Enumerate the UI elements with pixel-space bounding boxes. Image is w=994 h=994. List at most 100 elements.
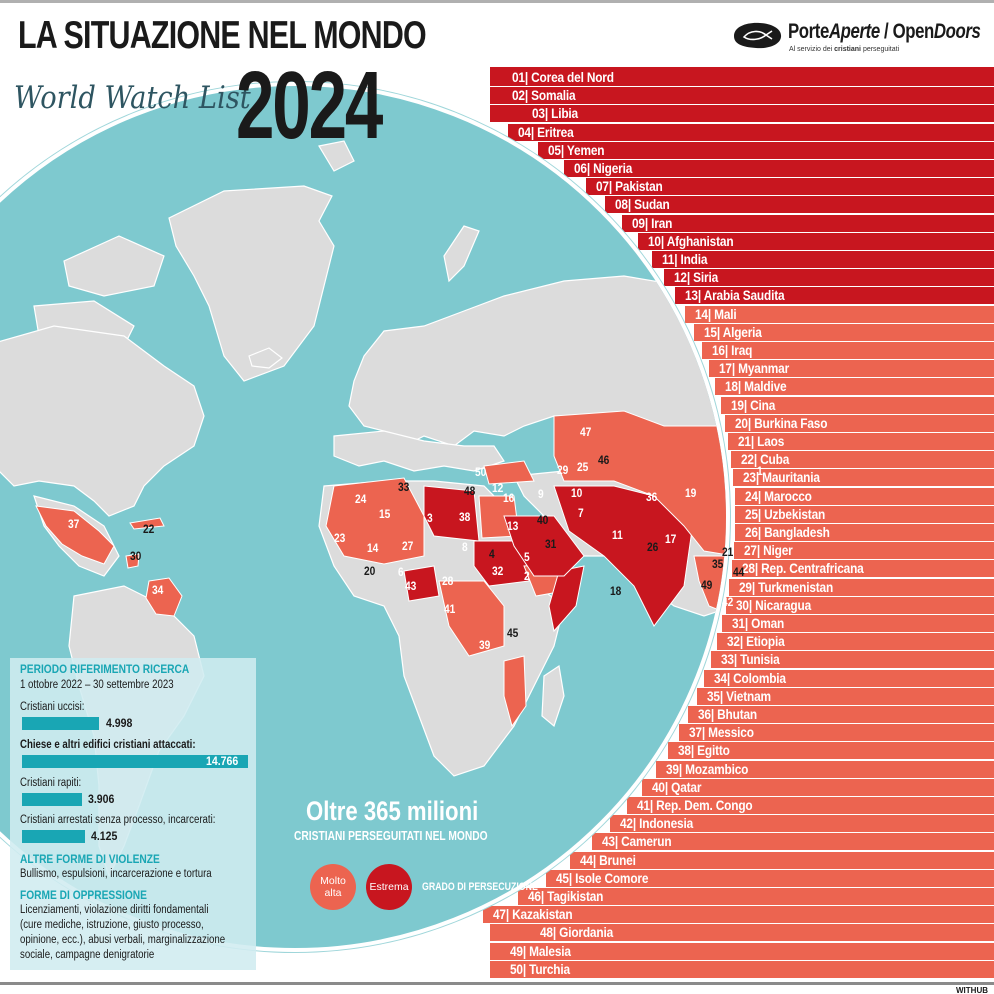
rank-bar xyxy=(622,214,994,232)
map-rank-label: 41 xyxy=(444,602,456,616)
rank-item: 40| Qatar xyxy=(652,779,702,795)
rank-item: 03| Libia xyxy=(532,106,578,122)
rank-item: 14| Mali xyxy=(695,306,737,322)
rank-item: 26| Bangladesh xyxy=(744,525,830,540)
rank-item: 09| Iran xyxy=(632,215,673,231)
rank-bar xyxy=(508,123,994,141)
rank-item: 24| Marocco xyxy=(744,488,812,504)
map-rank-label: 7 xyxy=(578,506,584,520)
map-rank-label: 40 xyxy=(537,513,549,527)
rank-item: 15| Algeria xyxy=(704,324,763,340)
rank-bar xyxy=(731,451,994,469)
map-rank-label: 20 xyxy=(364,564,376,578)
other-violence-heading: ALTRE FORME DI VIOLENZE xyxy=(20,852,160,866)
rank-item: 07| Pakistan xyxy=(595,179,663,195)
map-rank-label: 22 xyxy=(143,522,155,536)
map-rank-label: 5 xyxy=(524,550,530,564)
rank-item: 16| Iraq xyxy=(712,343,753,358)
rank-item: 08| Sudan xyxy=(615,197,670,213)
rank-item: 46| Tagikistan xyxy=(527,889,603,904)
map-rank-label: 50 xyxy=(475,465,487,479)
rank-item: 33| Tunisia xyxy=(721,652,780,668)
map-rank-label: 13 xyxy=(507,519,519,533)
header-red-rule xyxy=(490,67,994,69)
map-rank-label: 18 xyxy=(610,584,622,598)
map-rank-label: 43 xyxy=(405,579,417,593)
map-rank-label: 11 xyxy=(612,528,623,542)
rank-bar xyxy=(733,469,994,487)
rank-item: 10| Afghanistan xyxy=(647,233,734,249)
rank-bar xyxy=(591,833,994,851)
rank-bar xyxy=(724,414,994,432)
map-rank-label: 15 xyxy=(379,507,391,521)
rank-bar xyxy=(734,524,994,541)
stats-panel: PERIODO RIFERIMENTO RICERCA 1 ottobre 20… xyxy=(10,658,256,970)
map-rank-label: 21 xyxy=(722,545,734,559)
stat-bar-kidnapped xyxy=(22,793,82,806)
stat-bar-killed xyxy=(22,717,99,730)
period-value: 1 ottobre 2022 – 30 settembre 2023 xyxy=(20,679,174,691)
stat-value-killed: 4.998 xyxy=(106,716,133,730)
rank-bar xyxy=(694,323,994,341)
rank-bar xyxy=(667,742,994,760)
map-rank-label: 37 xyxy=(68,517,80,531)
oppression-line: (cure mediche, istruzione, giusto proces… xyxy=(20,919,204,931)
rank-bar xyxy=(651,251,994,268)
map-rank-label: 16 xyxy=(503,491,515,505)
map-rank-label: 32 xyxy=(492,564,504,578)
oppression-heading: FORME DI OPPRESSIONE xyxy=(20,888,147,902)
rank-bar xyxy=(490,87,994,105)
rank-bar xyxy=(702,342,994,359)
map-rank-label: 30 xyxy=(130,549,142,563)
map-rank-label: 1 xyxy=(757,464,763,478)
rank-bar xyxy=(655,760,994,778)
rank-item: 25| Uzbekistan xyxy=(744,506,826,522)
stat-bar-churches xyxy=(22,755,248,768)
page-title: LA SITUAZIONE NEL MONDO xyxy=(18,14,427,57)
rank-bar xyxy=(610,815,994,833)
map-rank-label: 36 xyxy=(646,490,658,504)
rank-item: 37| Messico xyxy=(688,725,754,741)
map-rank-label: 4 xyxy=(489,547,495,561)
oppression-line: Licenziamenti, violazione diritti fondam… xyxy=(20,904,209,916)
map-rank-label: 45 xyxy=(507,626,519,640)
map-rank-label: 48 xyxy=(464,484,476,498)
rank-bar xyxy=(642,778,994,796)
rank-bar xyxy=(490,105,994,123)
rank-bar xyxy=(704,669,994,687)
rank-item: 48| Giordania xyxy=(540,925,614,941)
rank-item: 39| Mozambico xyxy=(665,761,748,777)
map-rank-label: 10 xyxy=(571,486,583,500)
rank-item: 45| Isole Comore xyxy=(556,870,649,886)
rank-item: 42| Indonesia xyxy=(620,816,694,832)
map-rank-label: 2 xyxy=(524,569,530,583)
map-rank-label: 44 xyxy=(733,565,745,579)
rank-item: 04| Eritrea xyxy=(518,124,574,140)
map-rank-label: 8 xyxy=(462,540,468,554)
map-rank-label: 31 xyxy=(545,537,557,551)
rank-item: 18| Maldive xyxy=(725,379,787,395)
rank-item: 44| Brunei xyxy=(580,852,637,868)
rank-bar xyxy=(605,196,994,214)
map-rank-label: 6 xyxy=(398,565,404,579)
stat-value-churches: 14.766 xyxy=(206,754,239,768)
map-rank-label: 23 xyxy=(334,531,346,545)
rank-item: 31| Oman xyxy=(731,616,785,631)
map-rank-label: 14 xyxy=(367,541,379,555)
stat-value-kidnapped: 3.906 xyxy=(88,792,115,806)
map-rank-label: 24 xyxy=(355,492,367,506)
rank-item: 38| Egitto xyxy=(677,743,730,759)
rank-bar xyxy=(490,942,994,960)
rank-item: 22| Cuba xyxy=(741,452,790,468)
rank-item: 21| Laos xyxy=(738,434,785,449)
map-rank-label: 29 xyxy=(557,463,569,477)
rank-bar xyxy=(715,378,994,396)
legend-title: GRADO DI PERSECUZIONE xyxy=(422,881,538,893)
rank-item: 02| Somalia xyxy=(512,88,576,104)
rank-item: 20| Burkina Faso xyxy=(734,415,828,431)
rank-item: 12| Siria xyxy=(674,270,719,286)
oppression-line: sociale, campagne denigratorie xyxy=(20,949,155,961)
stat-value-arrested: 4.125 xyxy=(91,829,118,843)
rank-bar xyxy=(734,487,994,505)
map-rank-label: 34 xyxy=(152,583,164,597)
